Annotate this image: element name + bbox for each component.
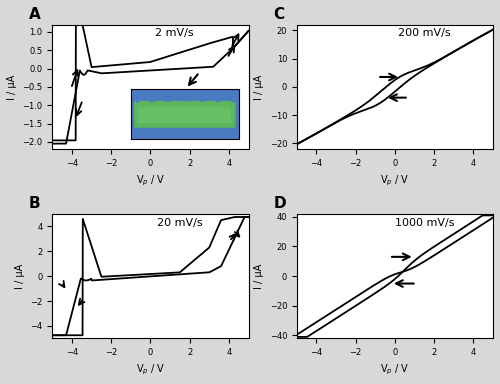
Text: D: D <box>274 196 286 211</box>
X-axis label: V$_p$ / V: V$_p$ / V <box>136 362 165 377</box>
Text: 1000 mV/s: 1000 mV/s <box>394 218 454 228</box>
Text: 20 mV/s: 20 mV/s <box>157 218 202 228</box>
Y-axis label: I / μA: I / μA <box>7 74 17 99</box>
Text: A: A <box>29 7 40 22</box>
Text: C: C <box>274 7 284 22</box>
X-axis label: V$_p$ / V: V$_p$ / V <box>136 174 165 188</box>
Y-axis label: I / μA: I / μA <box>254 263 264 289</box>
Y-axis label: I / μA: I / μA <box>254 74 264 99</box>
X-axis label: V$_p$ / V: V$_p$ / V <box>380 362 410 377</box>
Text: B: B <box>29 196 40 211</box>
Text: 200 mV/s: 200 mV/s <box>398 28 450 38</box>
Y-axis label: I / μA: I / μA <box>15 263 25 289</box>
X-axis label: V$_p$ / V: V$_p$ / V <box>380 174 410 188</box>
Text: 2 mV/s: 2 mV/s <box>154 28 194 38</box>
